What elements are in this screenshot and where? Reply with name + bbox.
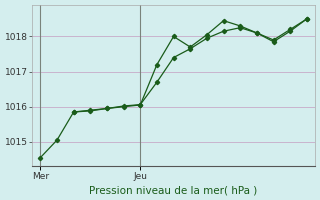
X-axis label: Pression niveau de la mer( hPa ): Pression niveau de la mer( hPa )	[90, 185, 258, 195]
